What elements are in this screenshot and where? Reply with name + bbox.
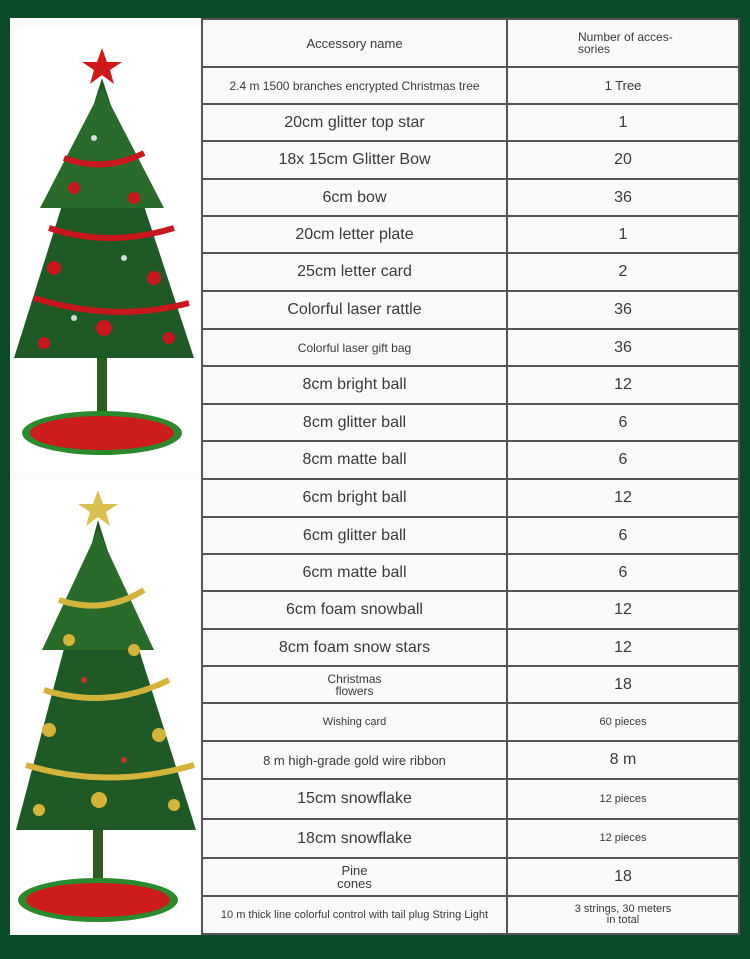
accessory-name: 6cm matte ball (201, 553, 508, 592)
table-row: 8cm foam snow stars 12 (201, 628, 740, 667)
accessory-count: 8 m (506, 740, 740, 780)
accessory-count: 3 strings, 30 meters in total (506, 895, 740, 935)
accessory-name: Christmas flowers (201, 665, 508, 704)
accessory-count: 20 (506, 140, 740, 180)
accessory-count: 12 (506, 365, 740, 405)
accessory-name: 6cm glitter ball (201, 516, 508, 555)
accessory-count: 1 (506, 215, 740, 254)
table-row: Wishing card 60 pieces (201, 702, 740, 742)
accessory-count: 36 (506, 290, 740, 330)
table-row: Pine cones 18 (201, 857, 740, 897)
accessory-count: 6 (506, 553, 740, 592)
accessory-name: 8cm glitter ball (201, 403, 508, 442)
accessory-count: 12 (506, 478, 740, 518)
accessory-count: 12 pieces (506, 778, 740, 820)
accessory-name: Colorful laser gift bag (201, 328, 508, 367)
accessory-count: 6 (506, 403, 740, 442)
accessory-count: 12 (506, 590, 740, 630)
accessory-count: 36 (506, 178, 740, 217)
accessory-name: 6cm bright ball (201, 478, 508, 518)
table-row: 8 m high-grade gold wire ribbon 8 m (201, 740, 740, 780)
header-number-of-accessories: Number of acces- sories (506, 18, 740, 68)
accessory-count: 60 pieces (506, 702, 740, 742)
header-accessory-name: Accessory name (201, 18, 508, 68)
accessory-name: 8cm bright ball (201, 365, 508, 405)
accessory-count: 6 (506, 516, 740, 555)
table-row: 15cm snowflake 12 pieces (201, 778, 740, 820)
accessory-name: 10 m thick line colorful control with ta… (201, 895, 508, 935)
table-row: 20cm glitter top star 1 (201, 103, 740, 142)
table-row: 6cm matte ball 6 (201, 553, 740, 592)
accessory-count: 1 (506, 103, 740, 142)
accessory-name: 15cm snowflake (201, 778, 508, 820)
product-images (10, 18, 201, 935)
table-row: 8cm matte ball 6 (201, 440, 740, 480)
table-row: 2.4 m 1500 branches encrypted Christmas … (201, 66, 740, 105)
table-row: Colorful laser gift bag 36 (201, 328, 740, 367)
accessory-count: 36 (506, 328, 740, 367)
accessory-name: 25cm letter card (201, 252, 508, 292)
accessory-name: 18cm snowflake (201, 818, 508, 859)
accessory-name: Pine cones (201, 857, 508, 897)
table-header: Accessory name Number of acces- sories (201, 18, 740, 68)
table-row: 6cm foam snowball 12 (201, 590, 740, 630)
accessory-count: 6 (506, 440, 740, 480)
accessory-count: 2 (506, 252, 740, 292)
table-row: Christmas flowers 18 (201, 665, 740, 704)
gold-christmas-tree-image (14, 480, 200, 930)
product-panel: Accessory name Number of acces- sories 2… (10, 18, 740, 935)
table-row: 18x 15cm Glitter Bow 20 (201, 140, 740, 180)
table-row: 6cm bow 36 (201, 178, 740, 217)
accessory-count: 18 (506, 857, 740, 897)
accessory-count: 12 (506, 628, 740, 667)
accessory-name: 18x 15cm Glitter Bow (201, 140, 508, 180)
accessory-count: 12 pieces (506, 818, 740, 859)
table-row: 18cm snowflake 12 pieces (201, 818, 740, 859)
accessory-name: 6cm foam snowball (201, 590, 508, 630)
table-row: 8cm glitter ball 6 (201, 403, 740, 442)
table-row: 8cm bright ball 12 (201, 365, 740, 405)
table-row: 20cm letter plate 1 (201, 215, 740, 254)
accessory-count: 1 Tree (506, 66, 740, 105)
accessory-name: 2.4 m 1500 branches encrypted Christmas … (201, 66, 508, 105)
table-row: 6cm bright ball 12 (201, 478, 740, 518)
table-row: 6cm glitter ball 6 (201, 516, 740, 555)
accessory-table: Accessory name Number of acces- sories 2… (201, 18, 740, 935)
accessory-name: 8 m high-grade gold wire ribbon (201, 740, 508, 780)
table-row: 10 m thick line colorful control with ta… (201, 895, 740, 935)
accessory-name: 6cm bow (201, 178, 508, 217)
accessory-name: 8cm foam snow stars (201, 628, 508, 667)
accessory-name: Wishing card (201, 702, 508, 742)
accessory-count: 18 (506, 665, 740, 704)
table-row: Colorful laser rattle 36 (201, 290, 740, 330)
accessory-name: 20cm letter plate (201, 215, 508, 254)
accessory-name: 20cm glitter top star (201, 103, 508, 142)
accessory-name: 8cm matte ball (201, 440, 508, 480)
accessory-name: Colorful laser rattle (201, 290, 508, 330)
table-row: 25cm letter card 2 (201, 252, 740, 292)
red-christmas-tree-image (14, 28, 200, 473)
